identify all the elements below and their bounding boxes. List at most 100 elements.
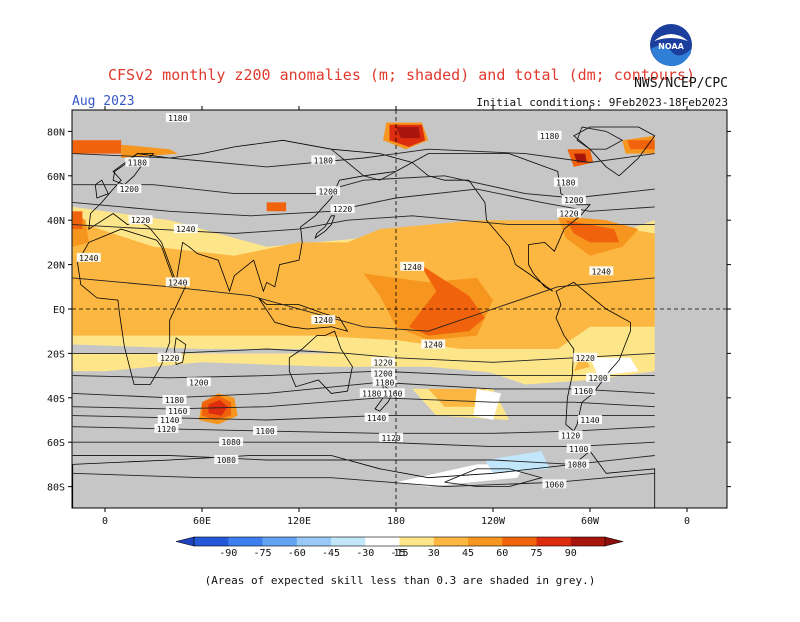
- contour-label: 1220: [373, 358, 392, 367]
- colorbar-max-arrow: [604, 536, 624, 547]
- skill-footnote: (Areas of expected skill less than 0.3 a…: [204, 574, 596, 587]
- contour-label: 1180: [168, 114, 187, 123]
- contour-label: 1180: [314, 156, 333, 165]
- agency-label: NWS/NCEP/CPC: [634, 76, 728, 91]
- contour-label-bg: [571, 386, 596, 396]
- contour-label-bg: [372, 377, 397, 387]
- contour-label: 1240: [314, 316, 333, 325]
- contour-label-bg: [311, 315, 336, 325]
- contour-line: [72, 175, 655, 199]
- contour-label-bg: [165, 113, 190, 123]
- anomaly-region: [72, 353, 105, 372]
- contour-label: 1060: [545, 480, 564, 489]
- anomaly-region: [484, 451, 550, 474]
- contour-label-bg: [371, 368, 396, 378]
- colorbar-swatch: [399, 537, 435, 546]
- contour-label-bg: [380, 388, 405, 398]
- contour-label-bg: [400, 261, 425, 271]
- contour-label-bg: [165, 406, 190, 416]
- contour-label: 1180: [540, 132, 559, 141]
- contour-label-bg: [214, 455, 239, 464]
- coastline: [555, 281, 631, 432]
- anomaly-region: [266, 202, 287, 212]
- contour-label-bg: [253, 426, 278, 436]
- coastline: [88, 139, 414, 293]
- contour-label: 1200: [373, 369, 392, 378]
- contour-label: 1120: [561, 432, 580, 441]
- contour-label-bg: [578, 415, 602, 424]
- contour-label: 1080: [567, 460, 586, 469]
- svg-text:NOAA: NOAA: [658, 42, 684, 51]
- contour-label: 1200: [120, 185, 139, 194]
- colorbar-swatch: [468, 537, 503, 546]
- lat-label: 20S: [47, 349, 65, 360]
- contour-label-bg: [359, 388, 384, 398]
- contour-label-bg: [173, 224, 198, 234]
- contour-label: 1100: [255, 427, 274, 436]
- contour-label-bg: [558, 430, 583, 440]
- colorbar-swatch: [433, 537, 469, 546]
- anomaly-region: [72, 353, 655, 376]
- contour-label-bg: [421, 339, 446, 349]
- contour-label: 1080: [217, 456, 236, 465]
- anomaly-region: [627, 140, 655, 150]
- anomaly-region: [565, 220, 620, 243]
- colorbar-tick-label: 15: [393, 548, 405, 559]
- coastline: [72, 450, 656, 508]
- contour-line: [72, 472, 655, 488]
- contour-label-bg: [565, 459, 590, 469]
- contour-label-bg: [125, 157, 150, 167]
- colorbar-tick-label: 75: [530, 548, 542, 559]
- colorbar-tick-label: 90: [565, 548, 577, 559]
- contour-label: 1140: [580, 416, 599, 425]
- contour-label-bg: [186, 377, 211, 387]
- contour-label: 1220: [576, 354, 595, 363]
- contour-label-bg: [573, 352, 598, 362]
- colorbar-swatch: [502, 537, 537, 546]
- contour-label: 1240: [403, 263, 422, 272]
- lon-label: 60W: [581, 516, 600, 527]
- contour-label: 1200: [588, 374, 607, 383]
- contour-label: 1140: [367, 414, 386, 423]
- contour-label-bg: [553, 177, 578, 187]
- anomaly-region: [72, 140, 122, 154]
- lat-label: 60N: [47, 172, 65, 183]
- contour-label-bg: [316, 186, 341, 196]
- lat-label: 40S: [47, 394, 65, 405]
- anomaly-region: [473, 388, 502, 420]
- coastline: [411, 153, 591, 292]
- contour-label: 1200: [189, 378, 208, 387]
- contour-line: [331, 148, 397, 181]
- coastline: [112, 153, 155, 186]
- lat-label: EQ: [53, 305, 65, 316]
- anomaly-shading: [72, 110, 727, 508]
- contour-label-bg: [117, 184, 142, 194]
- coastline: [258, 297, 349, 332]
- colorbar-swatch: [365, 537, 400, 546]
- contour-label: 1180: [556, 179, 575, 188]
- contour-label-bg: [589, 266, 614, 276]
- contour-label-bg: [128, 215, 153, 225]
- colorbar-swatch: [331, 537, 366, 546]
- colorbar-tick-label: 45: [462, 548, 474, 559]
- lat-label: 40N: [47, 216, 65, 227]
- lon-label: 120E: [287, 516, 311, 527]
- contour-line: [576, 126, 624, 150]
- anomaly-region: [573, 353, 590, 372]
- contour-label: 1120: [157, 425, 176, 434]
- colorbar-swatch: [194, 537, 229, 546]
- contour-label: 1240: [168, 278, 187, 287]
- contour-label-bg: [165, 277, 190, 287]
- contour-label: 1200: [564, 196, 583, 205]
- coastline: [314, 215, 336, 240]
- contour-label: 1220: [333, 205, 352, 214]
- contour-line: [72, 277, 655, 332]
- lon-label: 60E: [193, 516, 211, 527]
- contour-label: 1140: [160, 416, 179, 425]
- colorbar-tick-label: 60: [496, 548, 508, 559]
- contour-label: 1160: [574, 387, 593, 396]
